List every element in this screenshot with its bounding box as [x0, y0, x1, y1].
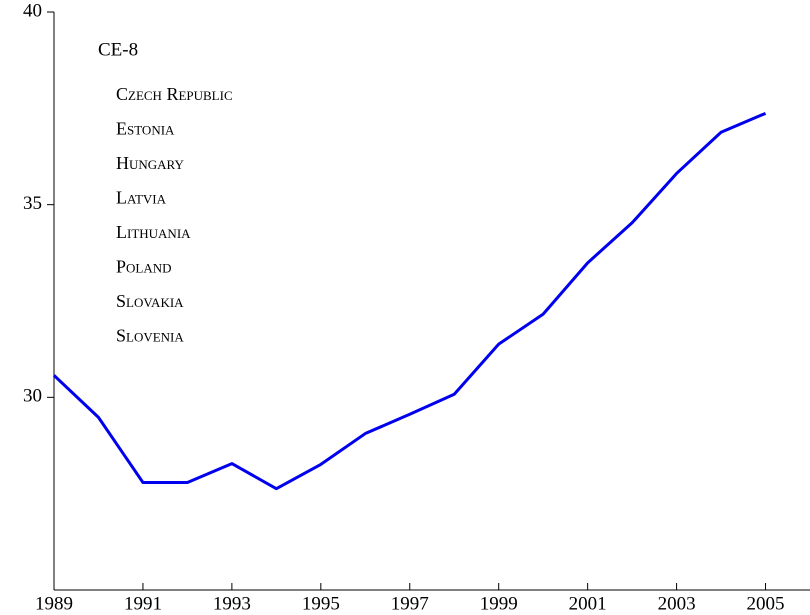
x-tick-label: 1991 [124, 593, 162, 614]
x-tick-label: 2005 [747, 593, 785, 614]
legend-country: Czech Republic [116, 84, 233, 104]
legend-title: CE-8 [98, 39, 138, 60]
x-tick-label: 1999 [480, 593, 518, 614]
x-tick-label: 1995 [302, 593, 340, 614]
legend-country: Slovenia [116, 326, 184, 346]
legend-country: Slovakia [116, 291, 184, 311]
legend-country: Latvia [116, 188, 167, 208]
legend-country: Poland [116, 257, 172, 277]
legend-country: Hungary [116, 153, 185, 173]
legend-country: Estonia [116, 119, 175, 139]
y-tick-label: 40 [23, 0, 42, 21]
x-tick-label: 1989 [35, 593, 73, 614]
x-tick-label: 1997 [391, 593, 429, 614]
y-tick-label: 35 [23, 193, 42, 214]
data-line [52, 111, 767, 491]
legend-country: Lithuania [116, 222, 191, 242]
x-tick-label: 2001 [569, 593, 607, 614]
x-tick-label: 2003 [658, 593, 696, 614]
y-tick-label: 30 [23, 386, 42, 407]
x-tick-label: 1993 [213, 593, 251, 614]
